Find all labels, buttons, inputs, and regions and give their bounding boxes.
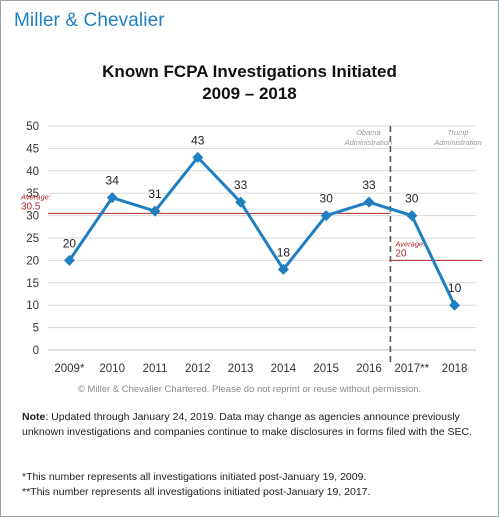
data-label: 30 [320,192,334,206]
data-point [235,196,247,208]
period-label-obama: Obama [356,128,381,137]
period-label-trump-sub: Administration [433,138,482,147]
copyright-notice: © Miller & Chevalier Chartered. Please d… [77,384,422,395]
x-tick-label: 2018 [442,363,468,375]
note-label: Note [22,411,46,423]
period-label-obama-sub: Administration [344,138,393,147]
note-body: : Updated through January 24, 2019. Data… [22,411,472,438]
average-label: Average: [20,192,51,201]
data-point [363,196,375,208]
footnote-2017: **This number represents all investigati… [22,486,371,498]
x-tick-label: 2012 [185,363,211,375]
chart-title: Known FCPA Investigations Initiated [102,62,397,81]
footnote-2009: *This number represents all investigatio… [22,471,367,483]
average-label: Average: [394,239,425,248]
period-label-trump: Trump [447,128,468,137]
y-tick-label: 35 [26,188,39,200]
note-text: Note: Updated through January 24, 2019. … [22,410,484,440]
y-tick-label: 0 [33,345,39,357]
data-label: 20 [63,236,77,250]
data-label: 10 [448,281,462,295]
average-value: 30.5 [21,201,41,212]
y-tick-label: 30 [26,211,39,223]
data-point [406,210,418,222]
data-point [320,210,332,222]
data-point [277,263,289,275]
x-tick-label: 2013 [228,363,254,375]
data-point [106,192,118,204]
data-label: 30 [405,192,419,206]
x-tick-label: 2014 [271,363,297,375]
y-tick-label: 15 [26,278,39,290]
data-label: 33 [234,178,248,192]
y-tick-label: 40 [26,166,39,178]
x-tick-label: 2015 [313,363,339,375]
y-tick-label: 5 [33,323,39,335]
y-tick-label: 50 [26,121,39,133]
chart-subtitle: 2009 – 2018 [202,84,297,103]
y-tick-label: 10 [26,300,39,312]
y-tick-label: 25 [26,233,39,245]
x-tick-label: 2009* [54,363,85,375]
data-label: 33 [362,178,376,192]
y-tick-label: 45 [26,143,39,155]
data-label: 31 [148,187,162,201]
x-tick-label: 2017** [395,363,430,375]
data-point [149,205,161,217]
x-tick-label: 2010 [99,363,125,375]
series-line [68,155,456,306]
x-tick-label: 2011 [143,363,168,375]
data-label: 18 [277,245,291,259]
average-value: 20 [395,248,407,259]
data-point [192,151,204,163]
x-tick-label: 2016 [356,363,382,375]
y-tick-label: 20 [26,255,39,267]
brand-logo: Miller & Chevalier [14,10,165,31]
data-label: 34 [106,174,120,188]
data-label: 43 [191,133,205,147]
data-point [63,254,75,266]
data-point [449,299,461,311]
